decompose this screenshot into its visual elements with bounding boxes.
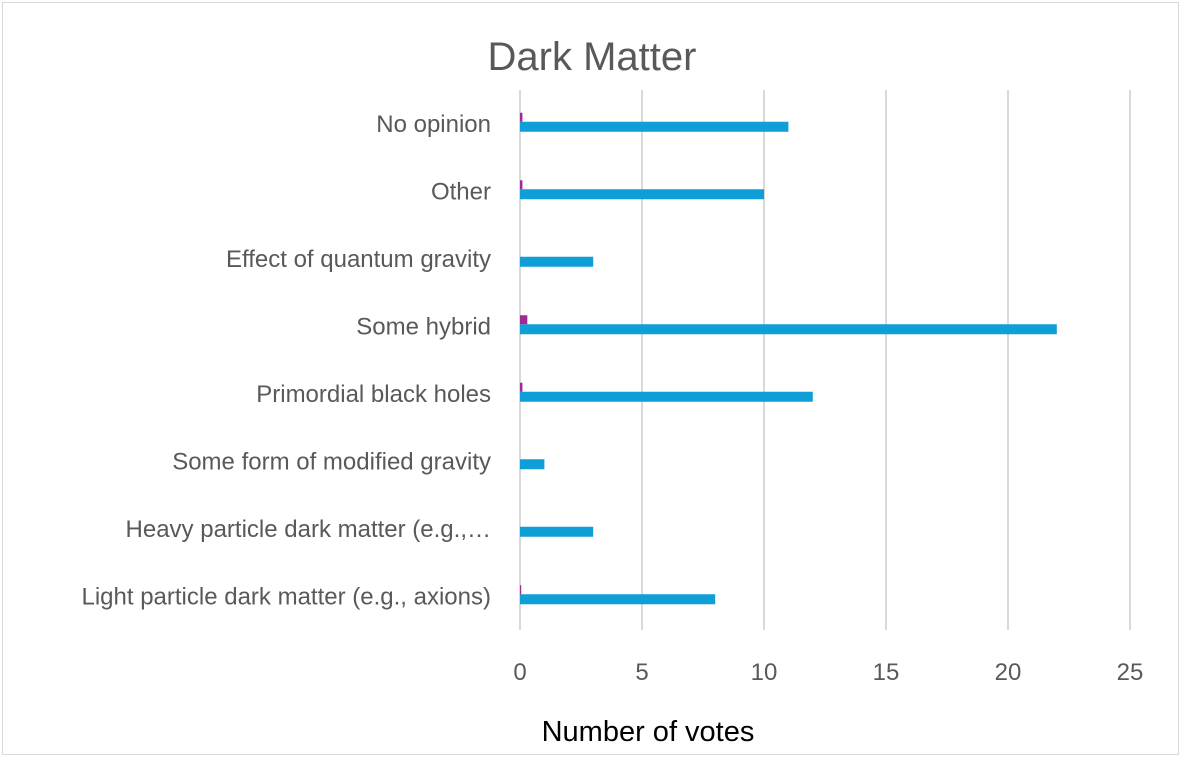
bar-main — [520, 459, 545, 470]
bar-secondary — [520, 585, 522, 595]
bar-main — [520, 121, 789, 132]
x-tick-label: 25 — [1117, 659, 1144, 686]
category-label: Effect of quantum gravity — [226, 246, 491, 273]
category-label: Light particle dark matter (e.g., axions… — [81, 583, 491, 610]
x-tick-label: 10 — [751, 659, 778, 686]
x-tick-label: 20 — [995, 659, 1022, 686]
x-tick-label: 5 — [635, 659, 648, 686]
bars — [520, 112, 1057, 605]
bar-secondary — [520, 382, 523, 392]
bar-secondary — [520, 180, 523, 190]
bar-main — [520, 256, 594, 267]
bar-secondary — [520, 315, 528, 325]
category-label: Some form of modified gravity — [172, 448, 491, 475]
bar-main — [520, 324, 1057, 335]
category-label: No opinion — [376, 111, 491, 138]
x-axis-title: Number of votes — [542, 716, 755, 748]
category-label: Some hybrid — [356, 313, 491, 340]
chart-title: Dark Matter — [488, 35, 697, 79]
category-label: Heavy particle dark matter (e.g.,… — [126, 516, 491, 543]
x-tick-label: 0 — [513, 659, 526, 686]
category-label: Primordial black holes — [256, 381, 491, 408]
bar-main — [520, 526, 594, 537]
gridlines — [519, 90, 1131, 630]
category-label: Other — [431, 178, 491, 205]
bar-main — [520, 189, 764, 200]
bar-secondary — [520, 112, 523, 122]
x-tick-label: 15 — [873, 659, 900, 686]
bar-main — [520, 594, 716, 605]
bar-main — [520, 391, 813, 402]
tick-labels: 0 5 10 15 20 25 — [513, 659, 1143, 686]
category-labels: No opinion Other Effect of quantum gravity… — [81, 111, 491, 611]
